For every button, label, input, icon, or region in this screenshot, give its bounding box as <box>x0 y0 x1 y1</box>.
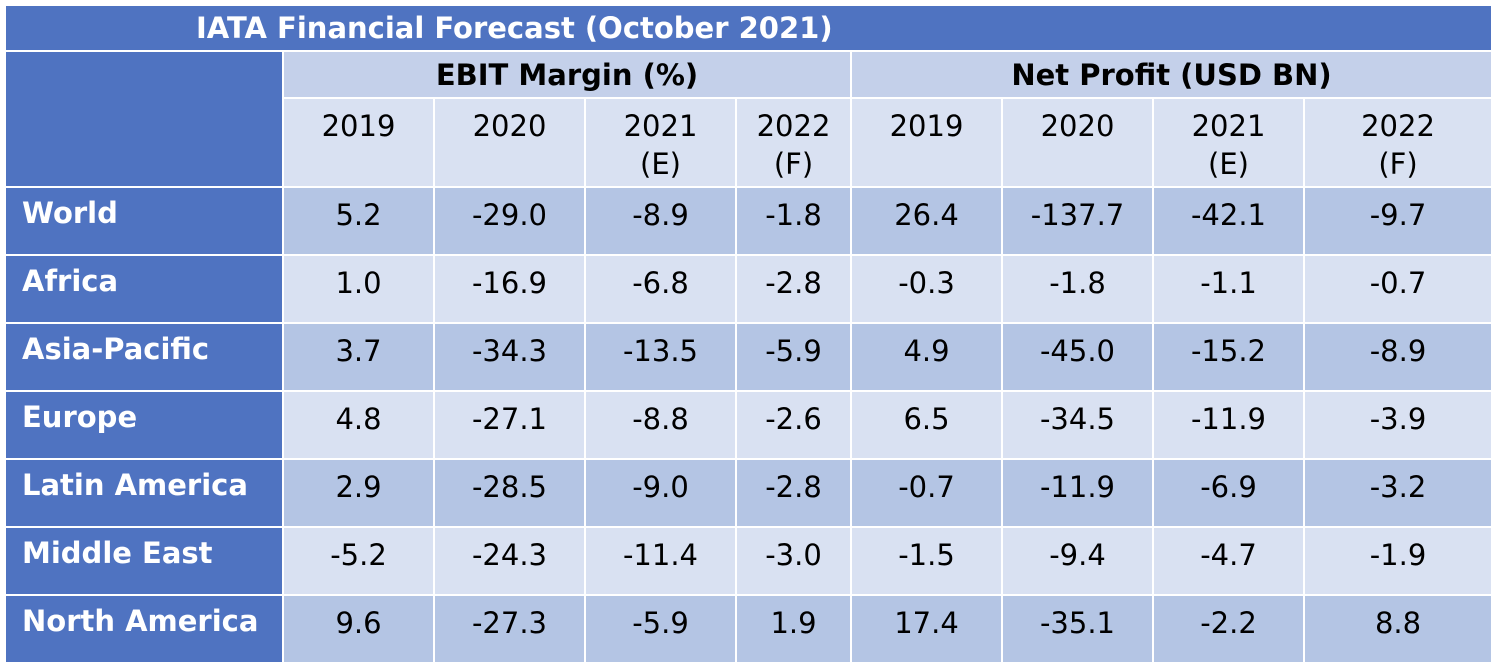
year-label: 2020 <box>472 109 547 143</box>
table-row: Middle East -5.2 -24.3 -11.4 -3.0 -1.5 -9.4 -4.… <box>4 526 1494 596</box>
group-header-ebit: EBIT Margin (%) <box>282 50 852 99</box>
value-cell: 3.7 <box>282 322 435 392</box>
title-row: IATA Financial Forecast (October 2021) <box>3 4 1494 52</box>
year-header-row: 2019 2020 2021 (E) 2022 (F) 2019 2020 2021 (E) 202… <box>5 97 1494 188</box>
value-cell: -11.9 <box>1001 458 1154 528</box>
value-cell: -1.9 <box>1302 526 1494 596</box>
value-cell: -0.3 <box>850 254 1003 324</box>
year-label: 2022 <box>1361 109 1435 143</box>
table-row: Africa 1.0 -16.9 -6.8 -2.8 -0.3 -1.8 -1.1 -0.7 <box>4 254 1494 324</box>
value-cell: -9.4 <box>1001 526 1154 596</box>
value-cell: 4.9 <box>850 322 1003 392</box>
value-cell: -4.7 <box>1152 526 1305 596</box>
year-label: 2019 <box>321 109 396 143</box>
region-label: Asia-Pacific <box>4 322 284 392</box>
group-header-net-profit: Net Profit (USD BN) <box>849 50 1494 99</box>
value-cell: -35.1 <box>1001 594 1154 664</box>
value-cell: -11.9 <box>1152 390 1305 460</box>
value-cell: -27.3 <box>433 594 586 664</box>
value-cell: -13.5 <box>584 322 737 392</box>
value-cell: 1.9 <box>735 594 852 664</box>
year-label: 2021 <box>623 109 698 143</box>
value-cell: -2.8 <box>735 458 852 528</box>
year-header: 2020 <box>433 97 586 188</box>
region-label: Latin America <box>4 458 284 528</box>
value-cell: 4.8 <box>282 390 435 460</box>
value-cell: -5.9 <box>735 322 852 392</box>
group-header-row: EBIT Margin (%) Net Profit (USD BN) <box>4 50 1494 188</box>
year-header: 2019 <box>282 97 435 188</box>
value-cell: -45.0 <box>1001 322 1154 392</box>
table-row: Latin America 2.9 -28.5 -9.0 -2.8 -0.7 -11.9 -6… <box>4 458 1494 528</box>
value-cell: -1.1 <box>1152 254 1305 324</box>
value-cell: -1.8 <box>1001 254 1154 324</box>
value-cell: -27.1 <box>433 390 586 460</box>
value-cell: -2.2 <box>1152 594 1305 664</box>
table-row: North America 9.6 -27.3 -5.9 1.9 17.4 -35.1 -2.… <box>4 594 1494 664</box>
value-cell: 2.9 <box>282 458 435 528</box>
year-header: 2020 <box>1001 97 1154 188</box>
value-cell: -24.3 <box>433 526 586 596</box>
value-cell: -9.0 <box>584 458 737 528</box>
value-cell: 8.8 <box>1302 594 1494 664</box>
value-cell: 1.0 <box>282 254 435 324</box>
value-cell: -2.8 <box>735 254 852 324</box>
value-cell: -3.9 <box>1302 390 1494 460</box>
table-title: IATA Financial Forecast (October 2021) <box>3 4 1494 52</box>
table-row: Europe 4.8 -27.1 -8.8 -2.6 6.5 -34.5 -11.9 -3.9 <box>4 390 1494 460</box>
year-header: 2022 (F) <box>735 97 852 188</box>
value-cell: -3.2 <box>1302 458 1494 528</box>
year-header: 2021 (E) <box>584 97 737 188</box>
region-label: Middle East <box>4 526 284 596</box>
forecast-table-container: IATA Financial Forecast (October 2021) E… <box>3 4 1494 664</box>
value-cell: -5.9 <box>584 594 737 664</box>
value-cell: 5.2 <box>282 186 435 256</box>
year-label: 2021 <box>1191 109 1266 143</box>
year-suffix: (F) <box>773 147 814 181</box>
value-cell: 26.4 <box>850 186 1003 256</box>
year-label: 2019 <box>889 109 964 143</box>
value-cell: -8.9 <box>1302 322 1494 392</box>
value-cell: -34.3 <box>433 322 586 392</box>
value-cell: -6.9 <box>1152 458 1305 528</box>
value-cell: -3.0 <box>735 526 852 596</box>
year-header: 2021 (E) <box>1152 97 1305 188</box>
year-header: 2022 (F) <box>1302 97 1494 188</box>
region-label: Europe <box>4 390 284 460</box>
value-cell: -1.5 <box>850 526 1003 596</box>
value-cell: -1.8 <box>735 186 852 256</box>
value-cell: -0.7 <box>1302 254 1494 324</box>
year-label: 2020 <box>1040 109 1115 143</box>
value-cell: -11.4 <box>584 526 737 596</box>
value-cell: -42.1 <box>1152 186 1305 256</box>
value-cell: -0.7 <box>850 458 1003 528</box>
region-label: North America <box>4 594 284 664</box>
year-suffix: (E) <box>1208 147 1249 181</box>
value-cell: -15.2 <box>1152 322 1305 392</box>
value-cell: -28.5 <box>433 458 586 528</box>
corner-cell <box>4 50 284 188</box>
value-cell: -137.7 <box>1001 186 1154 256</box>
value-cell: -34.5 <box>1001 390 1154 460</box>
value-cell: -8.8 <box>584 390 737 460</box>
year-suffix: (F) <box>1378 147 1418 181</box>
value-cell: -9.7 <box>1302 186 1494 256</box>
value-cell: -8.9 <box>584 186 737 256</box>
value-cell: -2.6 <box>735 390 852 460</box>
value-cell: -5.2 <box>282 526 435 596</box>
value-cell: -6.8 <box>584 254 737 324</box>
region-label: Africa <box>4 254 284 324</box>
table-row: World 5.2 -29.0 -8.9 -1.8 26.4 -137.7 -42.1 -9.7 <box>4 186 1494 256</box>
year-header: 2019 <box>850 97 1003 188</box>
value-cell: 6.5 <box>850 390 1003 460</box>
table-row: Asia-Pacific 3.7 -34.3 -13.5 -5.9 4.9 -45.0 -15… <box>4 322 1494 392</box>
year-label: 2022 <box>756 109 831 143</box>
forecast-table: IATA Financial Forecast (October 2021) E… <box>3 4 1494 664</box>
value-cell: 17.4 <box>850 594 1003 664</box>
region-label: World <box>4 186 284 256</box>
year-suffix: (E) <box>640 147 681 181</box>
value-cell: -16.9 <box>433 254 586 324</box>
value-cell: 9.6 <box>282 594 435 664</box>
value-cell: -29.0 <box>433 186 586 256</box>
